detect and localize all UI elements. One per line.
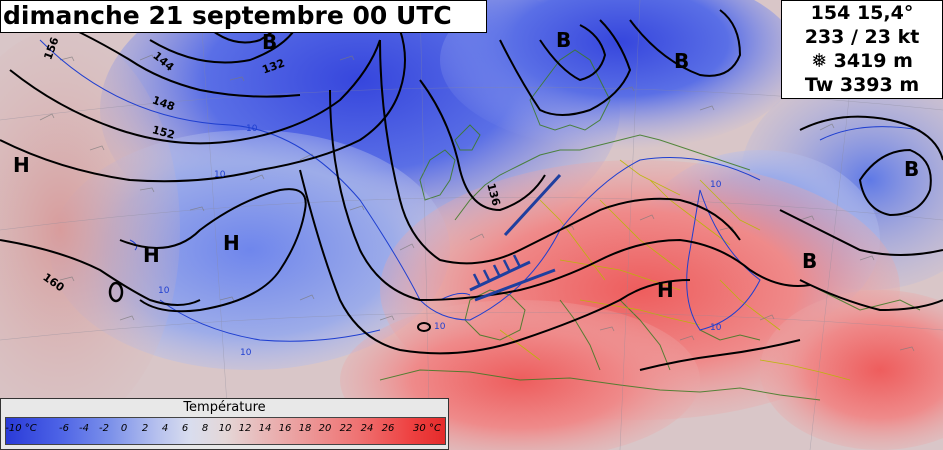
low-pressure-center: B (674, 49, 690, 73)
isotherm-label: 10 (710, 180, 722, 190)
map-title: dimanche 21 septembre 00 UTC (0, 0, 487, 33)
legend-label: 22 (339, 423, 353, 434)
isotherms (39, 39, 921, 342)
isotherm-label: 10 (240, 348, 252, 358)
isotherm-label: 10 (246, 124, 258, 134)
jet-barbs (472, 254, 522, 287)
cold-air-mass-scandinavia (440, 0, 800, 150)
info-freezing-level: ❅ 3419 m (811, 50, 913, 72)
map-title-text: dimanche 21 septembre 00 UTC (3, 1, 452, 30)
legend-label: 4 (161, 423, 169, 434)
legend-labels: -10 °C -6 -4 -2 0 2 4 6 8 10 12 14 16 18… (5, 423, 446, 439)
coastlines (379, 49, 921, 401)
legend-label: 12 (238, 423, 252, 434)
geopotential-contours (0, 9, 943, 371)
point-info-panel: 154 15,4° 233 / 23 kt ❅ 3419 m Tw 3393 m (781, 0, 943, 99)
low-closed-contour-small (417, 322, 431, 332)
legend-label: -4 (79, 423, 89, 434)
low-pressure-center: B (802, 249, 818, 273)
legend-label: -10 °C (5, 423, 37, 434)
legend-color-bar (5, 417, 446, 445)
legend-label: 10 (218, 423, 232, 434)
warm-air-mass-southeast (760, 290, 943, 450)
high-pressure-center: H (143, 243, 160, 267)
high-pressure-center: H (223, 231, 240, 255)
warm-air-mass-west (0, 30, 180, 430)
legend-label: 6 (181, 423, 189, 434)
legend-label: 16 (278, 423, 292, 434)
info-wet-bulb-zero: Tw 3393 m (804, 74, 920, 96)
low-pressure-center: B (262, 30, 278, 54)
high-closed-contour (108, 281, 124, 303)
legend-label: 0 (120, 423, 128, 434)
legend-label: 20 (318, 423, 332, 434)
wind-barbs (39, 54, 915, 352)
legend-label: 30 °C (413, 423, 441, 434)
info-geopotential-temperature: 154 15,4° (810, 2, 914, 24)
isotherm-label: 10 (434, 322, 446, 332)
info-wind: 233 / 23 kt (804, 26, 920, 48)
temperature-legend: Température -10 °C -6 -4 -2 0 2 4 6 8 10… (0, 398, 449, 450)
isotherm-label: 10 (710, 323, 722, 333)
legend-label: -2 (99, 423, 109, 434)
legend-label: -6 (59, 423, 69, 434)
legend-label: 24 (360, 423, 374, 434)
legend-title: Température (183, 400, 266, 415)
isotherm-label: 10 (158, 286, 170, 296)
legend-label: 8 (201, 423, 209, 434)
high-pressure-center: H (13, 153, 30, 177)
legend-label: 2 (141, 423, 149, 434)
legend-label: 18 (298, 423, 312, 434)
legend-label: 14 (258, 423, 272, 434)
isotherm-label: 10 (214, 170, 226, 180)
legend-label: 26 (381, 423, 395, 434)
high-pressure-center: H (657, 278, 674, 302)
low-pressure-center: B (556, 28, 572, 52)
low-pressure-center: B (904, 157, 920, 181)
country-borders (499, 159, 851, 381)
